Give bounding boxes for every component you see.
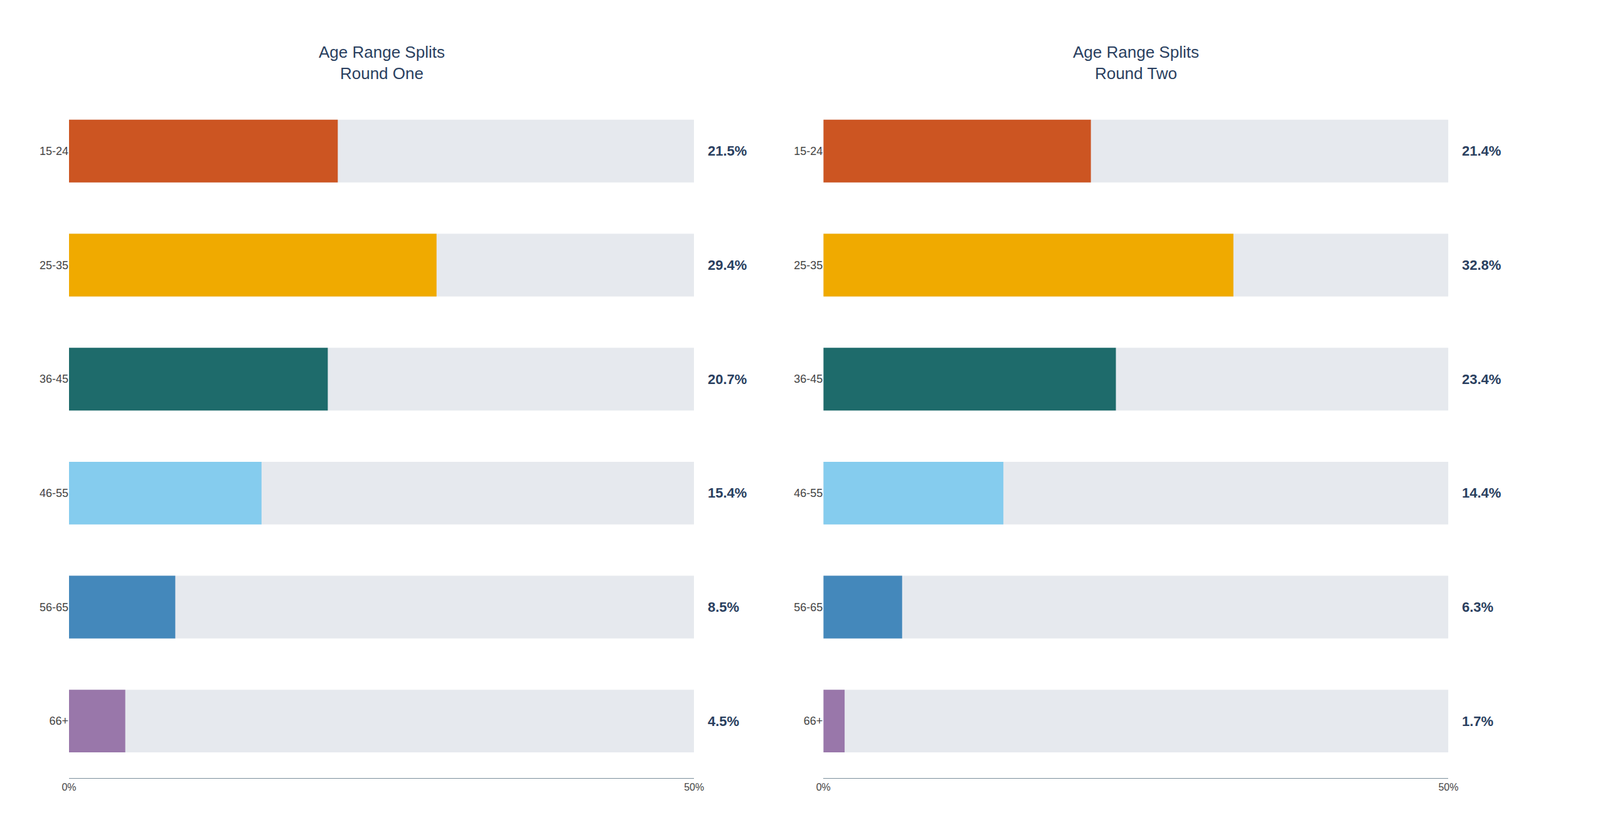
svg-text:6.3%: 6.3% xyxy=(1461,599,1494,615)
svg-text:25-35: 25-35 xyxy=(39,259,69,272)
svg-text:20.7%: 20.7% xyxy=(707,371,747,388)
svg-text:8.5%: 8.5% xyxy=(707,599,740,615)
svg-text:36-45: 36-45 xyxy=(39,372,69,386)
svg-text:1.7%: 1.7% xyxy=(1461,713,1494,730)
svg-text:21.4%: 21.4% xyxy=(1461,143,1501,159)
svg-text:0%: 0% xyxy=(816,781,831,793)
svg-text:46-55: 46-55 xyxy=(39,486,69,500)
svg-text:66+: 66+ xyxy=(803,714,824,728)
svg-text:29.4%: 29.4% xyxy=(707,257,747,273)
svg-text:23.4%: 23.4% xyxy=(1461,371,1501,388)
svg-text:21.5%: 21.5% xyxy=(707,143,747,159)
svg-text:50%: 50% xyxy=(1438,781,1459,793)
svg-text:56-65: 56-65 xyxy=(39,601,69,614)
svg-text:25-35: 25-35 xyxy=(793,259,823,272)
svg-text:36-45: 36-45 xyxy=(793,372,823,386)
svg-text:56-65: 56-65 xyxy=(793,601,823,614)
svg-text:Age Range SplitsRound One: Age Range SplitsRound One xyxy=(318,42,445,83)
svg-text:Age Range SplitsRound Two: Age Range SplitsRound Two xyxy=(1072,42,1200,83)
svg-text:4.5%: 4.5% xyxy=(707,713,740,730)
svg-text:15-24: 15-24 xyxy=(39,144,69,158)
svg-text:46-55: 46-55 xyxy=(793,486,823,500)
svg-text:32.8%: 32.8% xyxy=(1461,257,1501,273)
svg-text:50%: 50% xyxy=(683,781,704,793)
svg-text:14.4%: 14.4% xyxy=(1461,485,1501,501)
svg-text:15.4%: 15.4% xyxy=(707,485,747,501)
svg-text:15-24: 15-24 xyxy=(793,144,823,158)
svg-text:66+: 66+ xyxy=(48,714,69,728)
svg-text:0%: 0% xyxy=(61,781,76,793)
